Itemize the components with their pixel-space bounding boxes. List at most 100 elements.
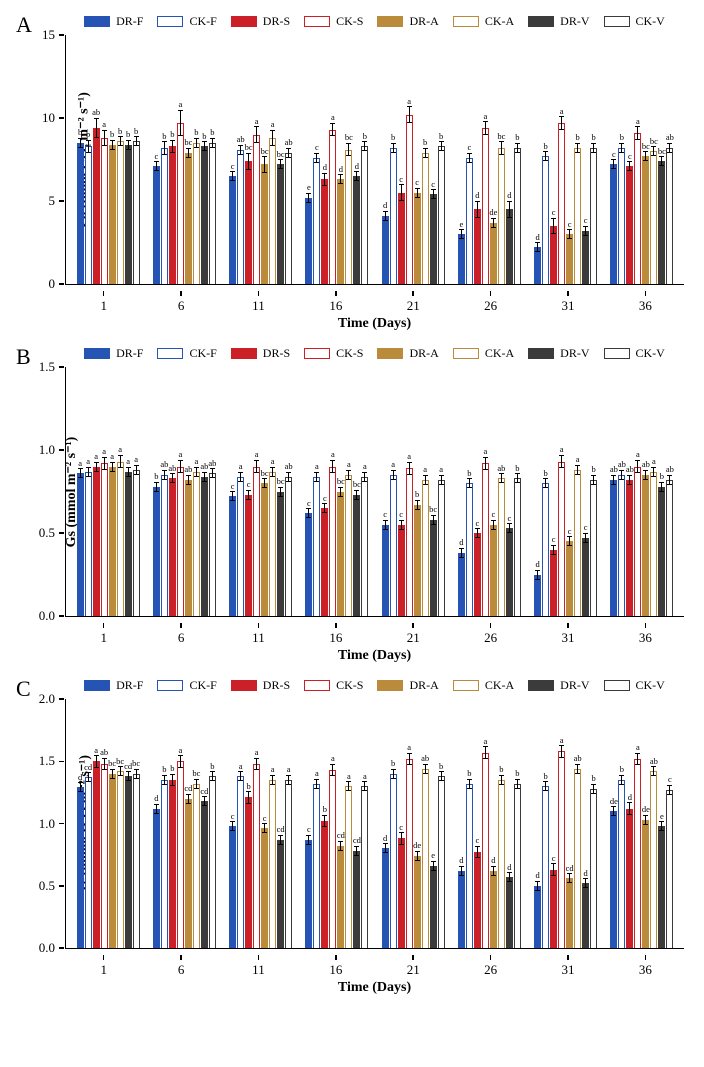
error-bar (128, 467, 129, 477)
x-tick-label: 11 (220, 630, 297, 646)
error-bar (629, 802, 630, 815)
bar: c (305, 367, 312, 616)
bar-rect (85, 777, 92, 948)
bar: a (329, 35, 336, 284)
bar: bc (498, 35, 505, 284)
bar: bc (133, 699, 140, 948)
significance-label: a (560, 736, 564, 745)
bar-rect (534, 886, 541, 948)
bar: b (201, 35, 208, 284)
significance-label: c (307, 825, 311, 834)
y-tick-label: 15 (31, 27, 55, 43)
bar: de (610, 699, 617, 948)
bar-rect (430, 194, 437, 284)
error-bar (128, 771, 129, 781)
significance-label: a (347, 460, 351, 469)
bar: a (101, 367, 108, 616)
bar: ab (237, 35, 244, 284)
legend-label: DR-A (409, 678, 438, 693)
bar-rect (125, 145, 132, 284)
significance-label: b (126, 130, 130, 139)
bar-rect (185, 153, 192, 284)
legend-swatch (157, 16, 183, 27)
bar-rect (398, 193, 405, 284)
bar: a (482, 35, 489, 284)
error-bar (172, 774, 173, 787)
bar-rect (345, 150, 352, 284)
bar: ab (93, 35, 100, 284)
significance-label: b (439, 762, 443, 771)
bar: ab (201, 367, 208, 616)
x-tick-label: 11 (220, 298, 297, 314)
bar-rect (610, 480, 617, 616)
bar: e (658, 699, 665, 948)
error-bar (393, 143, 394, 153)
significance-label: d (491, 856, 495, 865)
bar-rect (422, 769, 429, 948)
bar-rect (398, 525, 405, 616)
error-bar (88, 772, 89, 782)
significance-label: b (194, 128, 198, 137)
bar-rect (353, 851, 360, 948)
significance-label: cd (353, 836, 361, 845)
x-tick-label: 6 (142, 962, 219, 978)
bar-rect (506, 528, 513, 616)
bar-rect (666, 790, 673, 948)
significance-label: bc (650, 137, 658, 146)
bar-rect (153, 487, 160, 616)
significance-label: d (339, 165, 343, 174)
y-tick-label: 10 (31, 110, 55, 126)
bar: d (353, 35, 360, 284)
error-bar (385, 211, 386, 221)
error-bar (188, 475, 189, 485)
error-bar (272, 130, 273, 147)
significance-label: ab (208, 459, 216, 468)
error-bar (477, 846, 478, 859)
bar: c (245, 367, 252, 616)
bar: b (466, 367, 473, 616)
bar-rect (237, 150, 244, 284)
significance-label: b (323, 805, 327, 814)
bar-rect (618, 148, 625, 284)
significance-label: b (162, 765, 166, 774)
significance-label: a (391, 460, 395, 469)
bar: b (321, 699, 328, 948)
bar: a (177, 35, 184, 284)
significance-label: b (247, 782, 251, 791)
error-bar (417, 851, 418, 861)
error-bar (629, 475, 630, 485)
significance-label: a (134, 455, 138, 464)
bar-rect (430, 866, 437, 948)
error-bar (288, 775, 289, 785)
bar: c (566, 35, 573, 284)
bar-group: dbcacacb (534, 367, 597, 616)
error-bar (88, 467, 89, 477)
significance-label: b (467, 769, 471, 778)
legend-item: DR-V (528, 678, 589, 693)
bar: a (482, 699, 489, 948)
bar-rect (406, 115, 413, 284)
bar: bc (245, 35, 252, 284)
bar-rect (542, 786, 549, 948)
bar: c (582, 367, 589, 616)
bar-group: cbbabcbbb (153, 35, 216, 284)
bar: a (269, 699, 276, 948)
significance-label: a (255, 117, 259, 126)
bar-rect (161, 148, 168, 284)
bar-rect (305, 198, 312, 284)
error-bar (156, 804, 157, 814)
bar-rect (361, 786, 368, 948)
significance-label: ab (168, 464, 176, 473)
bar-rect (610, 811, 617, 948)
error-bar (308, 193, 309, 203)
error-bar (493, 866, 494, 876)
error-bar (669, 143, 670, 153)
error-bar (493, 218, 494, 228)
legend-swatch (157, 348, 183, 359)
error-bar (256, 758, 257, 771)
bar-rect (269, 780, 276, 948)
bar-rect (133, 141, 140, 284)
bar-rect (337, 179, 344, 284)
legend-label: CK-F (189, 14, 216, 29)
bar: b (542, 699, 549, 948)
